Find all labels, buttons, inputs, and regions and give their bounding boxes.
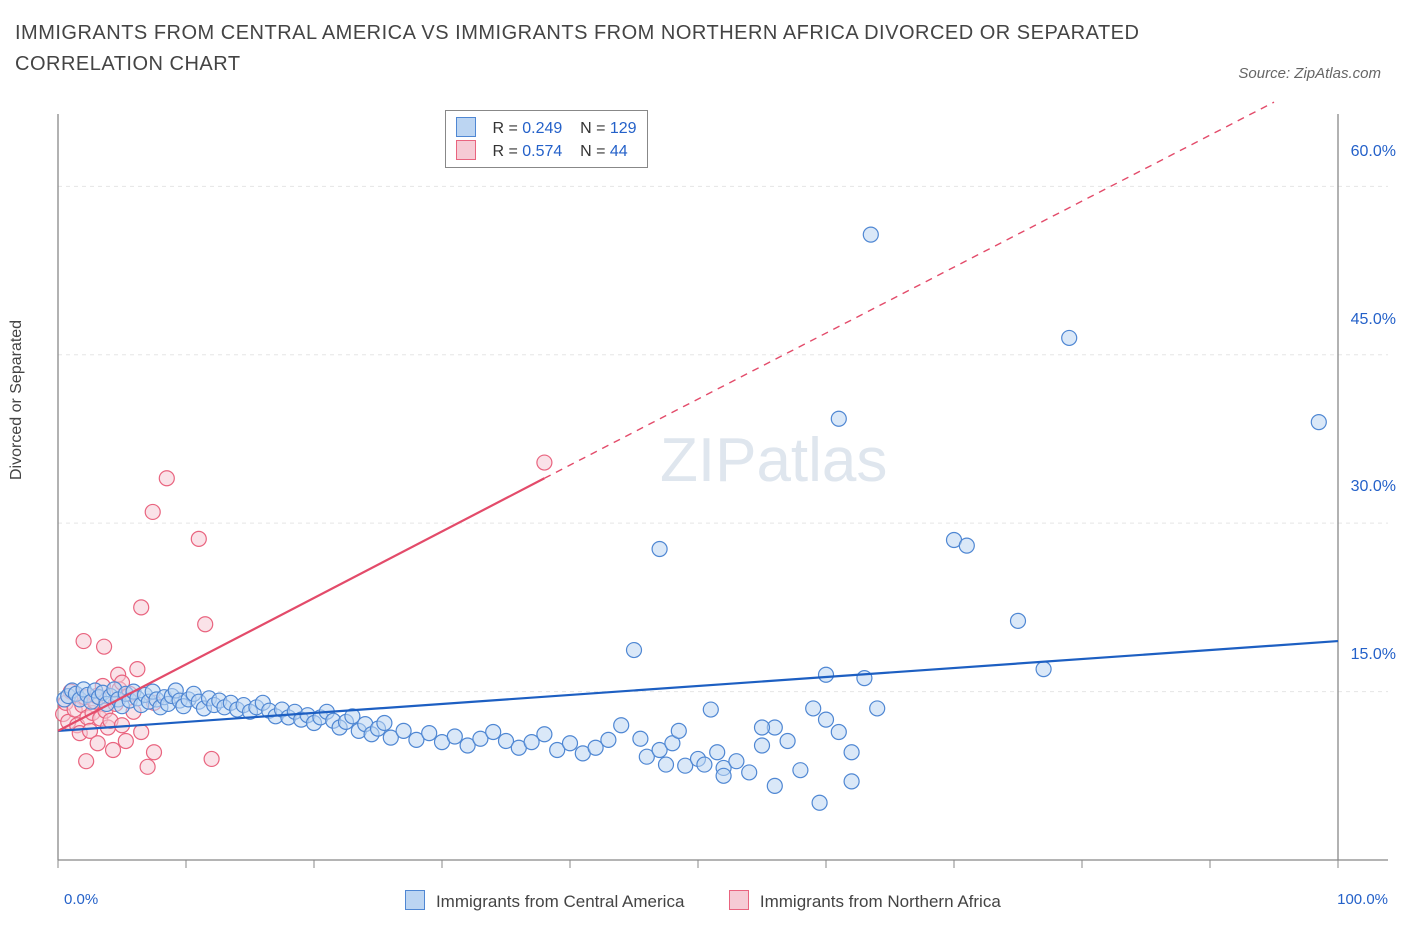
ytick-label: 30.0% [1351, 478, 1396, 496]
chart-title: IMMIGRANTS FROM CENTRAL AMERICA VS IMMIG… [15, 18, 1146, 80]
ytick-label: 60.0% [1351, 143, 1396, 161]
ytick-label: 45.0% [1351, 311, 1396, 329]
legend-item: Immigrants from Northern Africa [729, 890, 1001, 912]
source-attribution: Source: ZipAtlas.com [1238, 65, 1381, 82]
y-axis-label: Divorced or Separated [8, 320, 26, 480]
ytick-label: 15.0% [1351, 646, 1396, 664]
legend: Immigrants from Central America Immigran… [0, 890, 1406, 912]
stats-row: R = 0.574 N = 44 [456, 140, 637, 163]
legend-swatch-icon [729, 890, 749, 910]
legend-item: Immigrants from Central America [405, 890, 684, 912]
series-b-swatch [456, 140, 476, 160]
correlation-stats-box: R = 0.249 N = 129 R = 0.574 N = 44 [445, 110, 648, 168]
stats-row: R = 0.249 N = 129 [456, 117, 637, 140]
scatter-plot [58, 110, 1388, 865]
series-a-swatch [456, 117, 476, 137]
legend-swatch-icon [405, 890, 425, 910]
